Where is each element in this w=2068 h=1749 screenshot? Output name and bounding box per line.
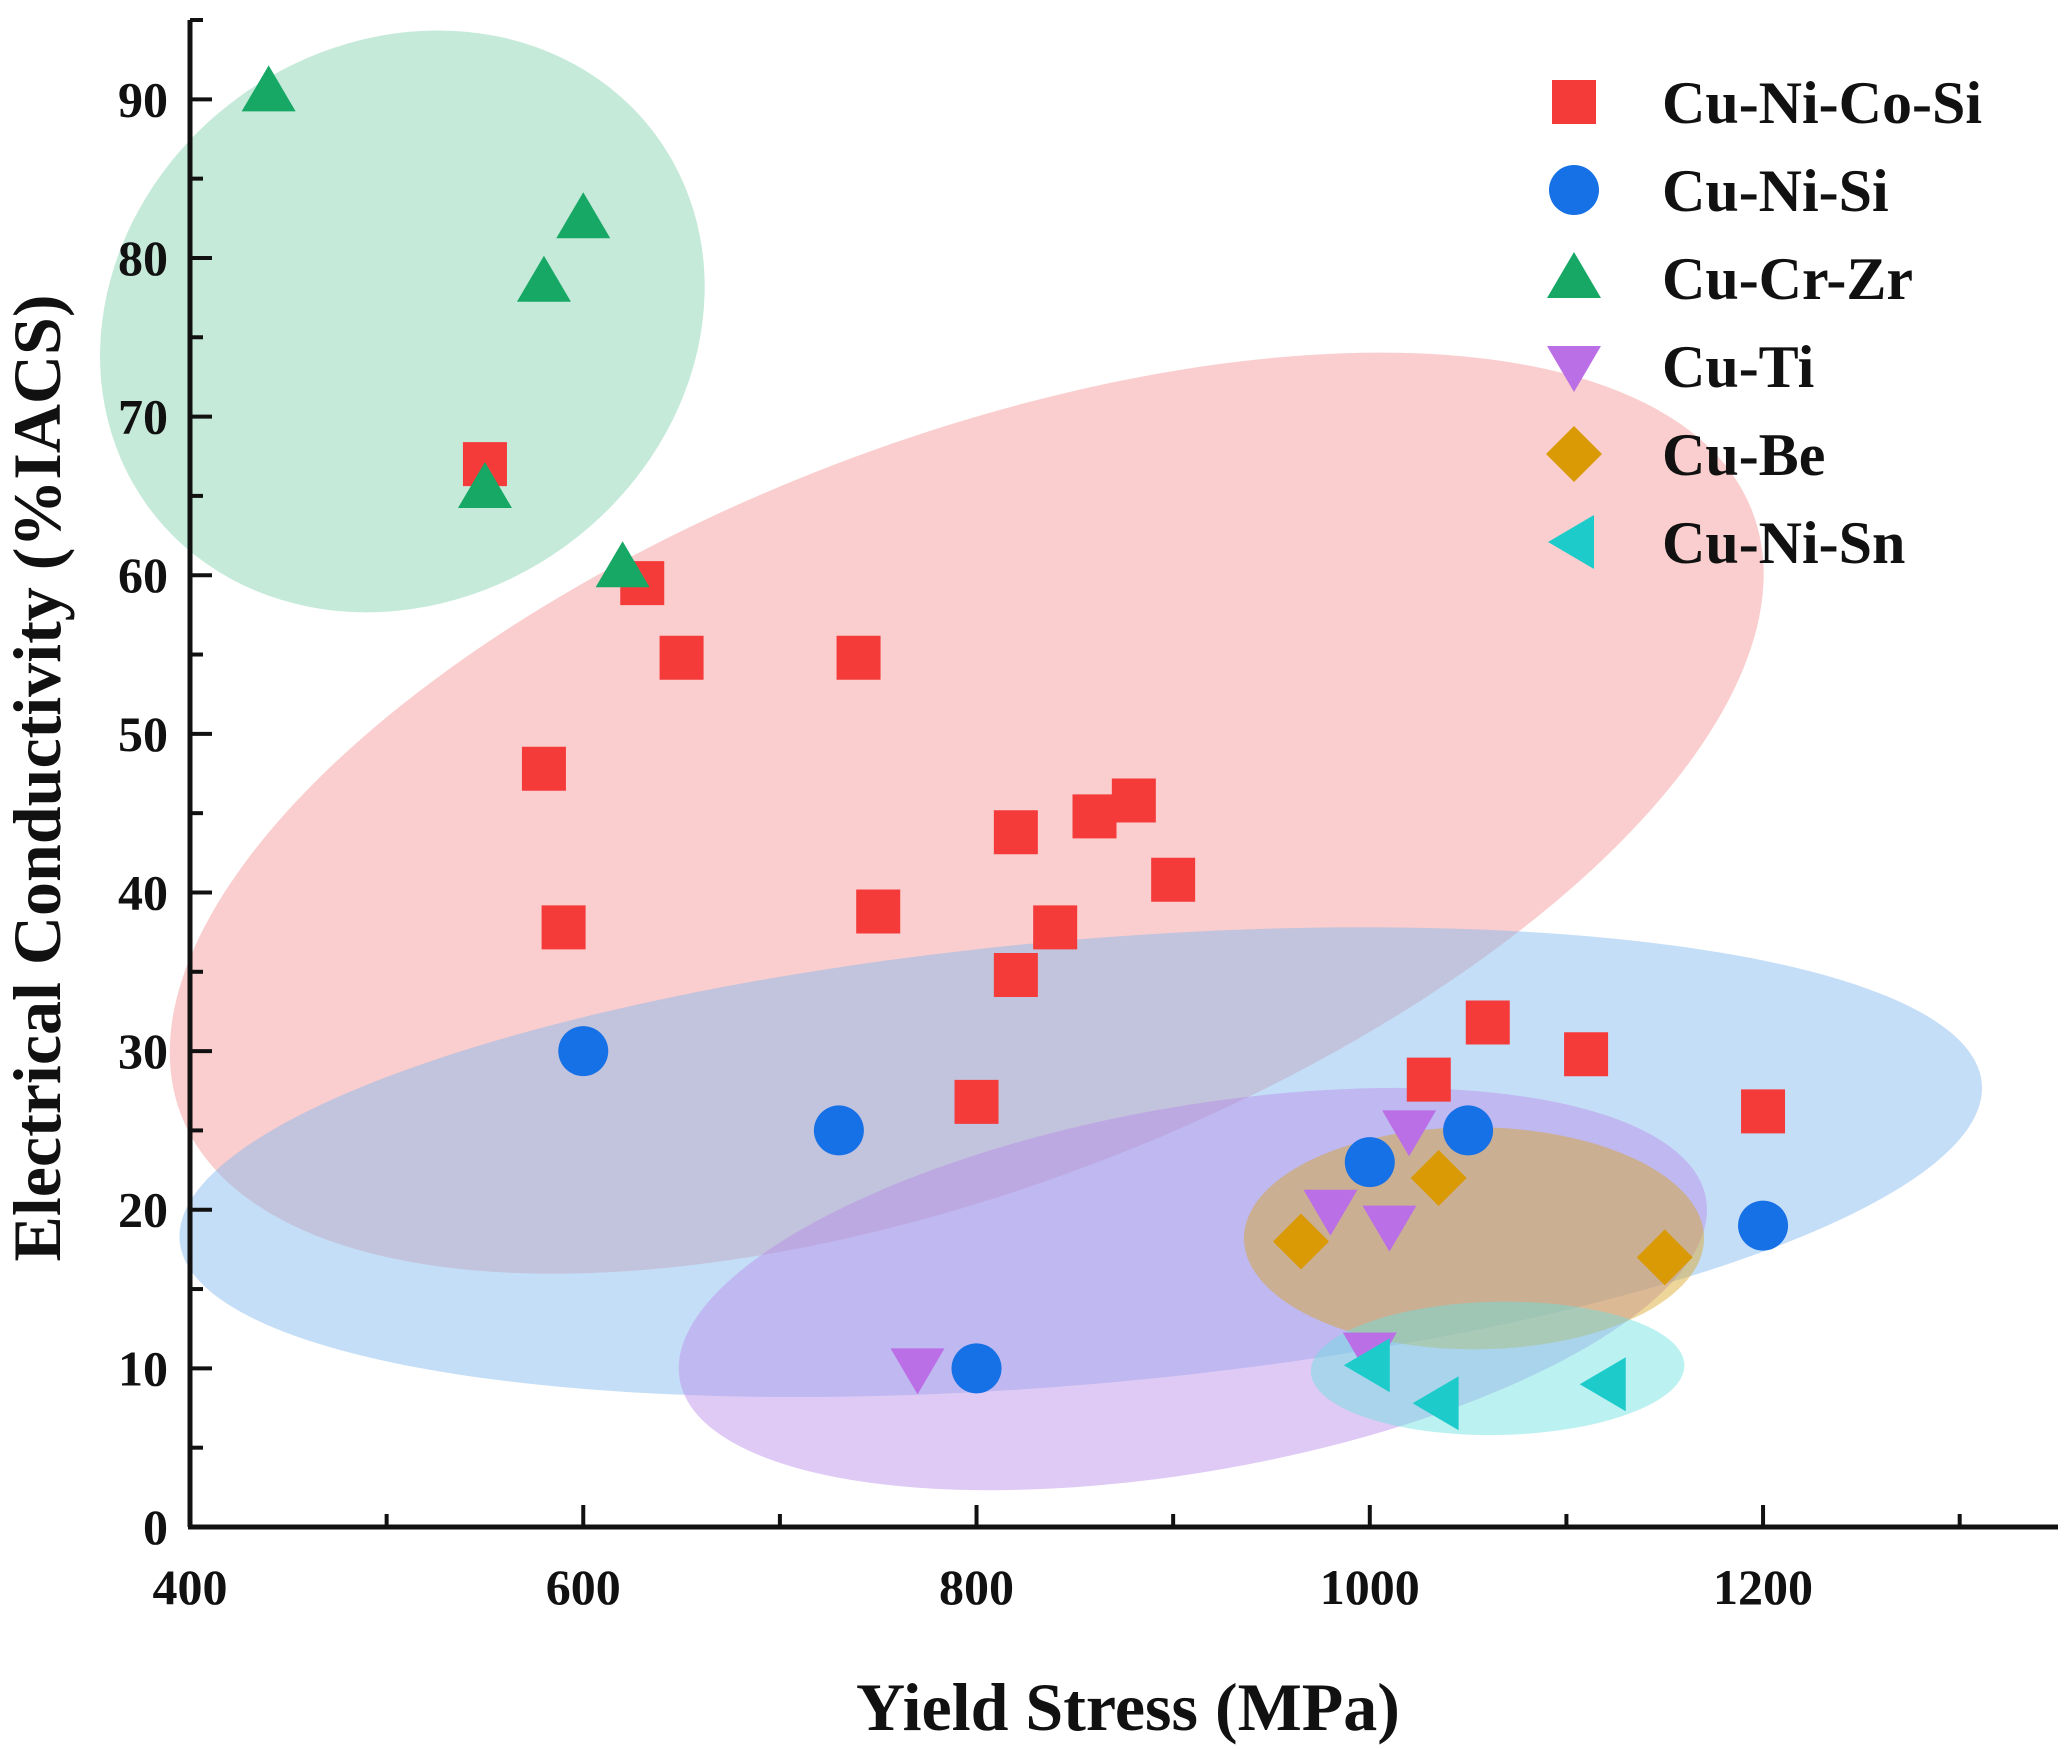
legend-marker-cu-ti	[1547, 346, 1601, 392]
point-cu-ni-co-si	[1564, 1032, 1609, 1077]
legend-label: Cu-Cr-Zr	[1662, 246, 1913, 312]
region-layer	[100, 30, 1983, 1491]
point-cu-ni-co-si	[993, 952, 1038, 997]
x-tick-label: 800	[939, 1559, 1014, 1615]
point-cu-ni-co-si	[836, 635, 881, 680]
point-cu-ni-si	[813, 1105, 864, 1156]
legend-marker-cu-ni-sn	[1548, 515, 1594, 569]
region-cu-cr-zr	[100, 30, 705, 613]
point-cu-ni-si	[558, 1026, 609, 1077]
point-cu-ni-co-si	[954, 1079, 999, 1124]
axes: 0 10 20 30 40 50 60 70 80 90 400 600 800 1000 1200	[118, 18, 2058, 1615]
y-tick-label: 40	[118, 864, 168, 920]
point-cu-ni-co-si	[1406, 1057, 1451, 1102]
y-tick-label: 70	[118, 389, 168, 445]
region-cu-ni-sn	[1310, 1301, 1685, 1436]
point-cu-ni-co-si	[1741, 1089, 1786, 1134]
x-axis-title: Yield Stress (MPa)	[856, 1669, 1400, 1745]
point-cu-cr-zr	[595, 541, 650, 588]
y-tick-label: 30	[118, 1023, 168, 1079]
point-cu-ni-si	[1344, 1137, 1395, 1188]
point-cu-ti	[1303, 1189, 1358, 1236]
y-tick-label: 90	[118, 71, 168, 127]
point-cu-ni-co-si	[659, 635, 704, 680]
y-tick-label: 80	[118, 230, 168, 286]
y-tick-label: 20	[118, 1182, 168, 1238]
point-cu-be	[1410, 1150, 1467, 1207]
point-cu-be	[1272, 1213, 1329, 1270]
legend-label: Cu-Ni-Co-Si	[1662, 70, 1982, 136]
point-cu-cr-zr	[516, 255, 571, 302]
point-cu-ni-co-si	[1151, 857, 1196, 902]
x-tick-label: 1200	[1713, 1559, 1813, 1615]
legend-label: Cu-Ti	[1662, 334, 1814, 400]
point-cu-ni-si	[1443, 1105, 1494, 1156]
legend-label: Cu-Ni-Sn	[1662, 510, 1905, 576]
legend-marker-cu-ni-co-si	[1552, 80, 1596, 124]
point-cu-ti	[890, 1348, 945, 1395]
legend-label: Cu-Ni-Si	[1662, 158, 1889, 224]
legend-marker-cu-be	[1546, 426, 1602, 482]
legend: Cu-Ni-Co-Si Cu-Ni-Si Cu-Cr-Zr Cu-Ti Cu-Be Cu-…	[1546, 70, 1982, 576]
point-cu-ni-co-si	[521, 746, 566, 791]
points-layer	[241, 65, 1789, 1431]
legend-label: Cu-Be	[1662, 422, 1825, 488]
legend-marker-cu-ni-si	[1549, 165, 1599, 215]
point-cu-ni-co-si	[1111, 778, 1156, 823]
point-cu-cr-zr	[457, 461, 512, 508]
point-cu-ni-sn	[1412, 1376, 1459, 1431]
point-cu-ni-sn	[1343, 1338, 1390, 1393]
point-cu-ni-co-si	[1072, 794, 1117, 839]
point-cu-ni-co-si	[993, 810, 1038, 855]
point-cu-ni-si	[1738, 1200, 1789, 1251]
point-cu-ni-co-si	[1465, 1000, 1510, 1045]
point-cu-ni-co-si	[1033, 905, 1078, 950]
point-cu-be	[1636, 1229, 1693, 1286]
point-cu-ti	[1362, 1205, 1417, 1252]
legend-marker-cu-cr-zr	[1547, 252, 1601, 298]
y-tick-label: 50	[118, 706, 168, 762]
x-tick-label: 1000	[1320, 1559, 1420, 1615]
point-cu-ni-sn	[1579, 1357, 1626, 1412]
x-tick-label: 600	[546, 1559, 621, 1615]
x-tick-label: 400	[153, 1559, 228, 1615]
y-tick-label: 0	[143, 1499, 168, 1555]
y-axis-title: Electrical Conductivity (%IACS)	[0, 294, 75, 1261]
point-cu-ni-si	[951, 1343, 1002, 1394]
point-cu-ni-co-si	[541, 905, 586, 950]
point-cu-cr-zr	[556, 192, 611, 239]
y-tick-label: 60	[118, 547, 168, 603]
point-cu-cr-zr	[241, 65, 296, 112]
region-cu-ni-si	[179, 927, 1983, 1398]
y-tick-label: 10	[118, 1340, 168, 1396]
point-cu-ti	[1382, 1110, 1437, 1157]
point-cu-ni-co-si	[856, 889, 901, 934]
